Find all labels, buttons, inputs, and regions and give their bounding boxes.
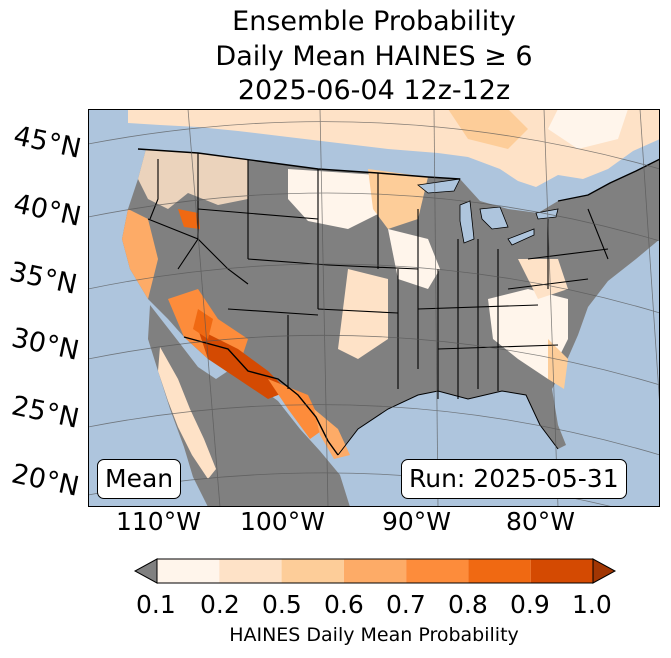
colorbar-bin <box>468 559 531 583</box>
title-line-1: Ensemble Probability <box>232 6 516 37</box>
colorbar-bin <box>281 559 344 583</box>
lon-label-80: 80°W <box>506 507 576 536</box>
lat-label-40: 40°N <box>10 188 84 233</box>
stat-label-box: Mean <box>97 459 182 499</box>
colorbar-caption: HAINES Daily Mean Probability <box>229 624 519 646</box>
probability-map <box>88 109 660 507</box>
cbar-tick-0.9: 0.9 <box>510 590 550 619</box>
great-lakes <box>417 178 559 246</box>
cbar-tick-0.2: 0.2 <box>200 590 240 619</box>
lat-label-30: 30°N <box>8 322 82 367</box>
title-line-3: 2025-06-04 12z-12z <box>237 75 511 106</box>
baja-peninsula <box>158 347 216 479</box>
title-line-2: Daily Mean HAINES ≥ 6 <box>215 41 533 72</box>
cbar-tick-0.1: 0.1 <box>136 590 176 619</box>
lon-label-110: 110°W <box>116 507 201 536</box>
colorbar-bin <box>219 559 282 583</box>
cbar-tick-0.5: 0.5 <box>262 590 302 619</box>
lon-label-90: 90°W <box>382 507 452 536</box>
colorbar-bin <box>157 559 220 583</box>
colorbar-bin <box>406 559 469 583</box>
gulf-coast <box>337 390 559 456</box>
colorbar-bin <box>343 559 407 583</box>
cbar-tick-0.8: 0.8 <box>448 590 488 619</box>
state-borders <box>147 153 609 399</box>
run-label-box: Run: 2025-05-31 <box>401 459 627 499</box>
lat-label-35: 35°N <box>6 256 80 301</box>
map-panel <box>88 109 660 507</box>
colorbar <box>133 558 617 584</box>
cbar-tick-0.6: 0.6 <box>324 590 364 619</box>
colorbar-over-arrow <box>592 558 617 584</box>
lat-label-20: 20°N <box>8 458 82 503</box>
colorbar-bin <box>530 559 593 583</box>
lon-label-100: 100°W <box>240 507 325 536</box>
colorbar-under-arrow <box>133 558 158 584</box>
cbar-tick-1.0: 1.0 <box>572 590 612 619</box>
cbar-tick-0.7: 0.7 <box>386 590 426 619</box>
colorbar-frame <box>156 558 594 584</box>
lat-label-25: 25°N <box>8 390 82 435</box>
lat-label-45: 45°N <box>10 120 84 165</box>
